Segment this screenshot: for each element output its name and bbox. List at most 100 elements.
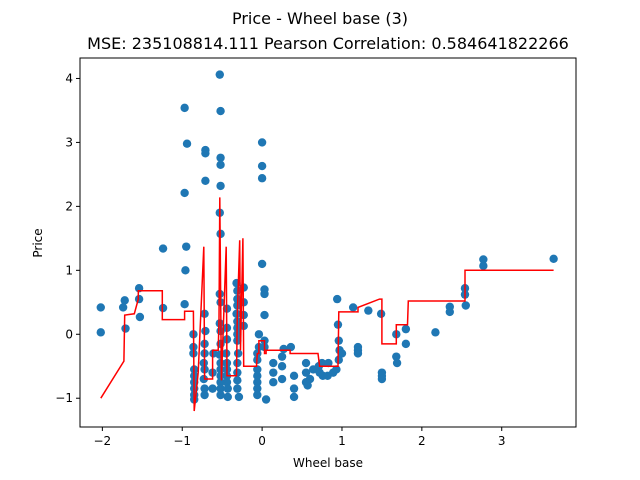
scatter-point-12 [180,188,189,198]
scatter-point-101 [260,310,269,320]
scatter-point-110 [277,352,287,361]
scatter-point-143 [376,309,386,319]
scatter-point-141 [348,303,358,312]
scatter-point-10 [180,103,189,113]
scatter-point-115 [289,371,299,381]
scatter-point-91 [253,371,262,381]
scatter-point-118 [301,358,311,368]
scatter-point-41 [216,106,225,116]
scatter-point-80 [233,368,242,377]
scatter-point-49 [215,319,224,328]
scatter-point-109 [269,378,278,387]
scatter-point-142 [364,306,373,315]
y-tick-label: 4 [65,71,73,85]
scatter-point-82 [233,384,242,393]
scatter-point-111 [277,362,287,371]
scatter-point-58 [216,390,225,400]
scatter-point-13 [182,242,191,251]
scatter-point-2 [120,296,129,305]
scatter-point-98 [257,259,267,269]
scatter-point-93 [253,384,262,393]
scatter-point-150 [401,324,411,334]
scatter-point-148 [392,352,401,361]
scatter-point-42 [216,153,225,162]
scatter-point-158 [479,255,488,264]
scatter-point-95 [257,138,267,147]
scatter-point-121 [303,381,312,390]
scatter-point-107 [269,358,278,368]
y-tick-label: 0 [65,327,73,341]
scatter-point-3 [118,303,128,312]
x-axis-label: Wheel base [293,456,363,470]
scatter-point-29 [201,326,210,336]
scatter-point-56 [216,378,225,387]
y-tick-label: 2 [65,199,73,213]
scatter-point-159 [479,261,488,271]
scatter-point-38 [208,384,217,393]
scatter-point-6 [134,294,144,304]
scatter-point-151 [401,339,411,349]
scatter-point-8 [158,244,168,253]
scatter-point-9 [158,303,168,313]
scatter-point-64 [223,384,232,393]
axes-frame [79,57,577,428]
scatter-point-96 [257,161,267,171]
scatter-point-157 [461,301,470,310]
scatter-point-149 [392,358,402,368]
scatter-point-140 [353,349,363,358]
scatter-point-65 [223,392,232,402]
chart-subtitle: MSE: 235108814.111 Pearson Correlation: … [87,34,569,53]
x-tick-label: −1 [173,434,191,448]
scatter-point-117 [289,392,299,402]
scatter-point-154 [445,307,455,317]
scatter-point-73 [232,309,241,319]
scatter-point-119 [301,368,311,377]
y-tick-label: −1 [55,391,73,405]
scatter-point-113 [279,344,288,354]
scatter-point-129 [324,358,333,368]
scatter-point-78 [233,349,243,358]
scatter-point-57 [216,384,225,393]
y-axis-label: Price [31,228,45,257]
scatter-point-27 [201,176,210,185]
x-tick-label: 0 [258,434,266,448]
scatter-point-7 [135,312,145,322]
scatter-point-0 [96,303,105,312]
scatter-point-92 [253,378,262,387]
scatter-point-100 [260,289,269,299]
scatter-point-104 [261,395,271,404]
scatter-point-116 [289,384,299,393]
scatter-point-122 [305,374,315,384]
scatter-point-90 [253,365,262,374]
y-tick-label: 1 [65,263,73,277]
scatter-point-108 [269,368,278,377]
scatter-point-83 [234,392,244,402]
scatter-point-137 [337,349,347,358]
scatter-point-146 [377,374,387,384]
x-tick-label: 1 [338,434,346,448]
scatter-point-131 [332,365,341,374]
scatter-point-34 [199,374,209,384]
scatter-point-132 [332,294,342,304]
regression-line [100,197,554,412]
x-tick-label: −2 [94,434,112,448]
scatter-point-97 [257,174,267,183]
axis-ticks: −2 −1 0 1 2 3 −1 0 1 2 3 4 [55,71,505,448]
scatter-point-81 [233,376,242,385]
scatter-point-11 [182,139,192,148]
scatter-point-43 [216,160,225,169]
scatter-point-55 [216,371,225,381]
scatter-point-26 [201,149,210,158]
scatter-point-152 [431,328,440,337]
scatter-point-39 [209,349,218,358]
scatter-point-114 [286,342,296,352]
chart-title: Price - Wheel base (3) [232,9,408,28]
scatter-point-15 [180,300,189,309]
scatter-point-63 [222,378,232,387]
plot-area [96,70,558,412]
scatter-point-106 [254,330,264,339]
scatter-point-44 [216,181,225,191]
scatter-point-1 [96,328,105,337]
